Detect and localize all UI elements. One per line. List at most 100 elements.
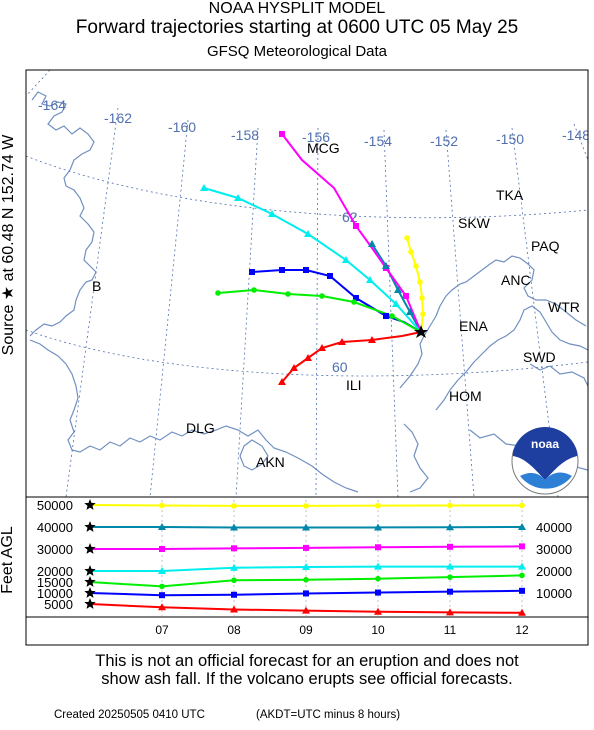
height-point: [158, 603, 166, 611]
lon-label-148: -148: [562, 127, 590, 143]
model-title: NOAA HYSPLIT MODEL: [208, 0, 386, 17]
coastline-kenai: [435, 305, 588, 411]
height-point: [230, 563, 238, 571]
trajectory-markers: [200, 131, 426, 385]
place-hom: HOM: [449, 388, 482, 404]
height-point: [518, 523, 526, 530]
start-star-icon: [84, 565, 96, 576]
height-point: [159, 583, 165, 590]
longitude-line-162: [65, 107, 119, 497]
lon-label-160: -160: [168, 119, 196, 135]
left-ytick-label: 20000: [37, 564, 73, 579]
height-point: [518, 562, 526, 570]
longitude-line-160: [149, 119, 189, 497]
height-point: [375, 589, 381, 596]
height-point: [447, 543, 453, 550]
longitude-line-164: [26, 70, 51, 97]
left-ytick-label: 50000: [37, 498, 73, 513]
height-point: [159, 502, 165, 509]
trajectories: [203, 133, 425, 383]
start-star-icon: [84, 598, 96, 609]
lat-label-60: 60: [332, 359, 348, 375]
created-timestamp: Created 20250505 0410 UTC: [54, 709, 205, 721]
coastline-prince-william: [529, 363, 588, 387]
height-chart-frame: [25, 496, 589, 646]
map-content: -164 -162 -160 -158 -156 -154 -152 -150 …: [26, 70, 590, 497]
place-names: B MCG TKA SKW PAQ ANC WTR ENA SWD ILI HO…: [92, 140, 580, 470]
coastline-west: [29, 91, 97, 337]
longitude-line-148: [573, 123, 588, 161]
height-point: [303, 590, 309, 597]
height-point: [518, 608, 526, 616]
place-ena: ENA: [459, 318, 488, 334]
longitude-line-154: [383, 129, 399, 497]
height-point: [302, 606, 310, 614]
graticule-labels: -164 -162 -160 -158 -156 -154 -152 -150 …: [38, 97, 590, 375]
start-star-icon: [84, 576, 96, 587]
longitude-line-156: [315, 127, 319, 497]
lon-label-158: -158: [231, 127, 259, 143]
place-akn: AKN: [256, 454, 285, 470]
height-point: [446, 523, 454, 531]
place-paq: PAQ: [531, 238, 560, 254]
coastline-bristol: [239, 439, 269, 471]
place-mcg: MCG: [307, 140, 340, 156]
height-point: [447, 574, 453, 580]
height-chart: 5000100001500020000300004000050000100002…: [25, 496, 589, 646]
timezone-note: (AKDT=UTC minus 8 hours): [256, 709, 401, 721]
markers-50000ft: [404, 235, 426, 317]
disclaimer-line-1: This is not an official forecast for an …: [95, 652, 519, 670]
markers-40000ft: [368, 240, 414, 315]
height-point: [159, 592, 165, 599]
right-ytick-label: 30000: [536, 542, 572, 557]
start-star-icon: [84, 499, 96, 510]
disclaimer: This is not an official forecast for an …: [26, 652, 588, 688]
source-star-icon: [414, 325, 428, 338]
lon-label-162: -162: [104, 110, 132, 126]
place-swd: SWD: [523, 349, 556, 365]
height-point: [375, 502, 381, 509]
latitude-line-62: [26, 155, 588, 219]
graticule: [26, 70, 588, 497]
height-point: [519, 587, 525, 594]
longitude-line-158: [235, 127, 259, 497]
height-point: [230, 523, 238, 531]
lon-label-154: -154: [364, 133, 392, 149]
markers-5000ft: [278, 336, 376, 385]
place-skw: SKW: [458, 215, 491, 231]
height-point: [303, 544, 309, 551]
xtick-label: 10: [371, 623, 385, 637]
height-point: [230, 605, 238, 613]
markers-20000ft: [200, 184, 400, 307]
longitude-line-150: [511, 127, 559, 497]
disclaimer-line-2: show ash fall. If the volcano erupts see…: [101, 670, 513, 688]
left-ytick-label: 10000: [37, 586, 73, 601]
height-point: [374, 562, 382, 570]
height-point: [519, 543, 525, 550]
lon-label-156: -156: [302, 129, 330, 145]
run-title: Forward trajectories starting at 0600 UT…: [75, 17, 519, 38]
start-star-icon: [84, 587, 96, 598]
left-ytick-label: 5000: [44, 597, 73, 612]
height-chart-grid: [161, 500, 523, 617]
xtick-label: 11: [444, 623, 457, 637]
height-point: [303, 503, 309, 509]
height-point: [302, 563, 310, 571]
height-point: [375, 544, 381, 551]
height-point: [158, 523, 166, 530]
trajectory-30000ft: [281, 133, 422, 333]
height-point: [303, 577, 309, 583]
height-point: [231, 577, 237, 584]
height-point: [446, 608, 454, 616]
coastline-cook-inlet: [399, 255, 587, 389]
lon-label-152: -152: [430, 133, 458, 149]
height-chart-labels: 5000100001500020000300004000050000100002…: [37, 498, 572, 637]
left-ytick-label: 40000: [37, 520, 73, 535]
start-star-icon: [84, 543, 96, 554]
place-dlg: DLG: [186, 420, 215, 436]
height-point: [231, 545, 237, 552]
xtick-label: 07: [155, 623, 169, 637]
trajectory-20000ft: [203, 187, 422, 333]
trajectory-5000ft: [281, 331, 422, 383]
